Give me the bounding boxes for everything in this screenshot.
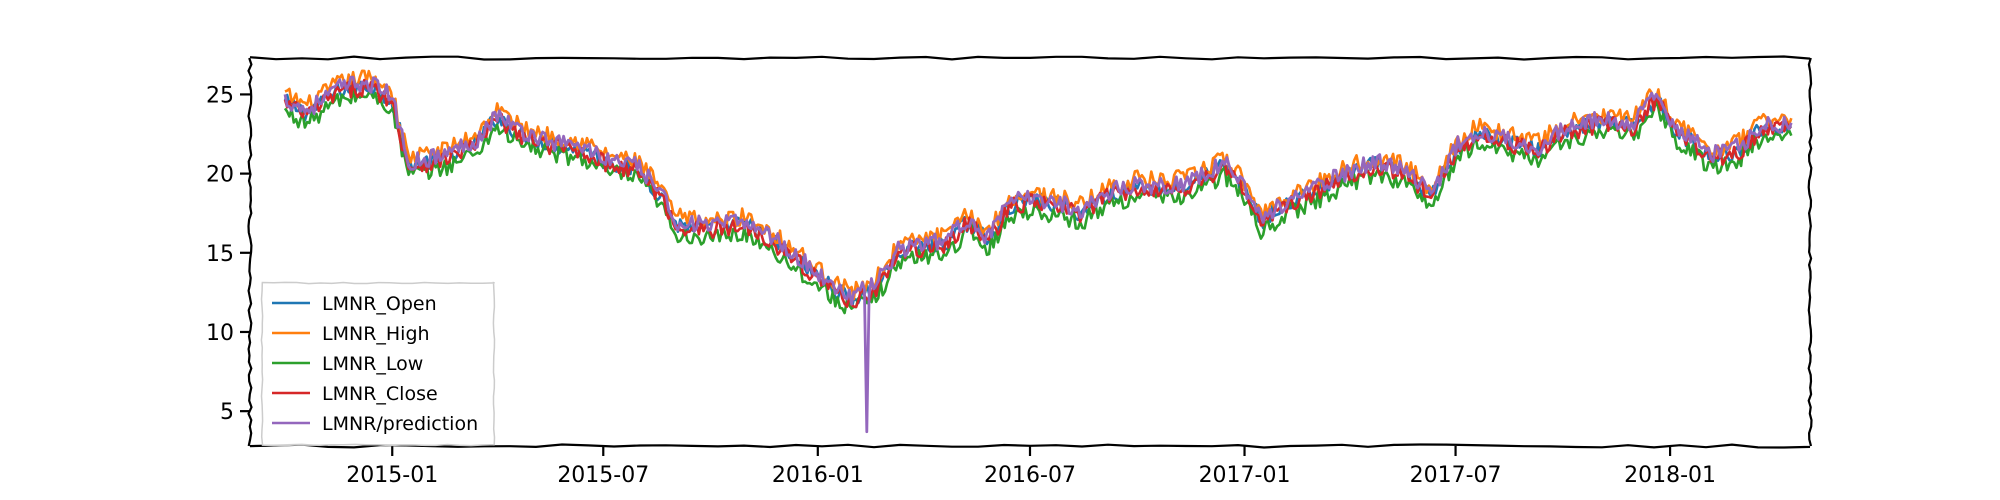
- x-tick-label: 2016-07: [984, 463, 1076, 488]
- series-line-lmnr-prediction: [283, 75, 1793, 434]
- legend-label: LMNR_Open: [322, 293, 437, 315]
- y-tick-label: 15: [206, 242, 234, 267]
- plot-frame: [247, 55, 1813, 449]
- series-line-lmnr-high: [284, 69, 1793, 301]
- series-line-lmnr-open: [283, 78, 1793, 310]
- x-tick-label: 2017-01: [1199, 463, 1291, 488]
- legend-label: LMNR_Low: [322, 353, 423, 375]
- y-tick-label: 25: [206, 83, 234, 108]
- x-tick-label: 2015-01: [346, 463, 438, 488]
- legend-label: LMNR_Close: [322, 383, 438, 405]
- legend-label: LMNR/prediction: [322, 413, 478, 435]
- y-axis: 5 10 15 20 25: [206, 83, 250, 425]
- y-tick-label: 10: [206, 321, 234, 346]
- x-tick-label: 2018-01: [1624, 463, 1716, 488]
- y-tick-label: 20: [206, 163, 234, 188]
- x-tick-label: 2016-01: [772, 463, 864, 488]
- x-tick-label: 2017-07: [1410, 463, 1502, 488]
- series-line-lmnr-close: [283, 78, 1792, 309]
- x-tick-label: 2015-07: [557, 463, 649, 488]
- legend: LMNR_Open LMNR_High LMNR_Low LMNR_Close LMNR…: [260, 281, 496, 447]
- legend-box: [260, 281, 496, 447]
- series-layer: [283, 69, 1793, 434]
- y-tick-label: 5: [220, 400, 234, 425]
- legend-label: LMNR_High: [322, 323, 430, 345]
- x-axis: 2015-01 2015-07 2016-01 2016-07 2017-01 2017-…: [346, 446, 1716, 488]
